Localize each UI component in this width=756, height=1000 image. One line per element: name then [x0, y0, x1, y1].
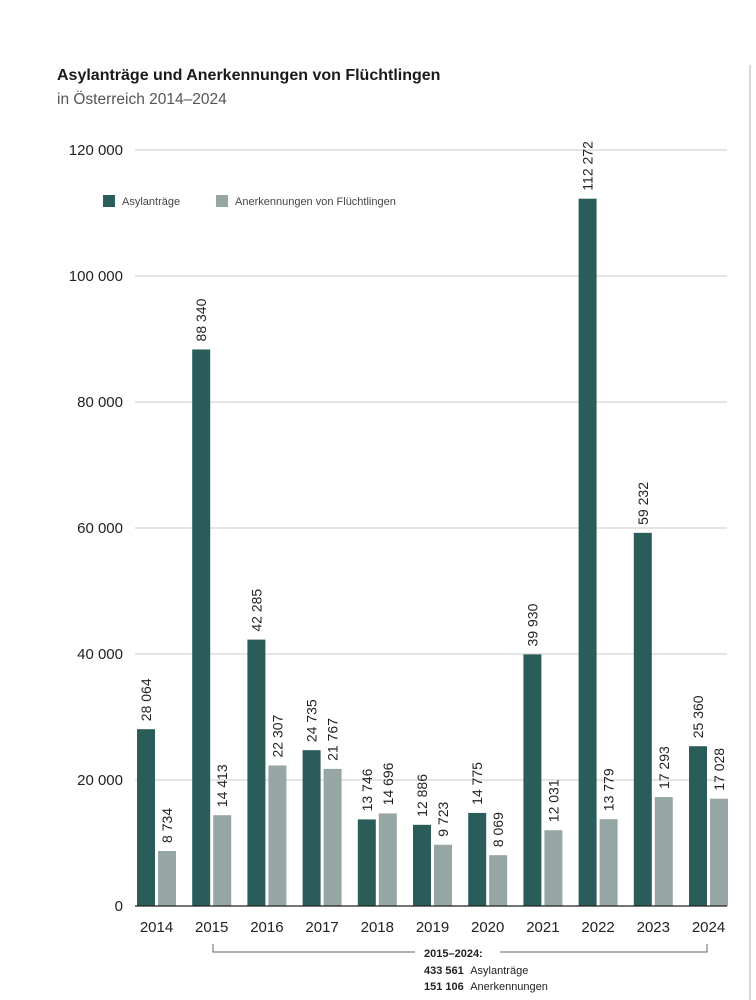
y-axis-ticks: 0 20 000 40 000 60 000 80 000 100 000 120 000 [69, 142, 123, 915]
data-label-asylantraege-2014: 28 064 [138, 678, 154, 721]
period-annotation: 2015–2024: 433 561 Asylanträge 151 106 A… [212, 944, 708, 993]
legend-label-anerkennungen: Anerkennungen von Flüchtlingen [235, 196, 396, 208]
x-tick-label-2015: 2015 [195, 919, 228, 936]
x-tick-label-2023: 2023 [637, 919, 670, 936]
gridlines [135, 149, 727, 781]
bars [137, 198, 728, 906]
period-bracket [212, 944, 708, 953]
bar-anerkennungen-2017 [323, 768, 342, 906]
bar-asylantraege-2020 [468, 812, 487, 906]
bar-asylantraege-2019 [413, 824, 431, 906]
total-anerkennungen-value: 151 106 [424, 981, 464, 993]
x-tick-label-2017: 2017 [305, 919, 338, 936]
data-label-anerkennungen-2015: 14 413 [214, 764, 230, 807]
data-label-asylantraege-2021: 39 930 [524, 603, 540, 646]
bar-asylantraege-2015 [192, 349, 211, 906]
x-axis-ticks: 2014 2015 2016 2017 2018 2019 2020 2021 2022 2023… [140, 919, 725, 936]
bar-anerkennungen-2015 [213, 815, 232, 906]
data-label-anerkennungen-2019: 9 723 [435, 801, 451, 836]
total-asylantraege-value: 433 561 [424, 965, 464, 977]
y-tick-label: 120 000 [69, 142, 123, 159]
y-tick-label: 20 000 [77, 772, 123, 789]
data-label-anerkennungen-2023: 17 293 [656, 746, 672, 789]
legend-swatch-asylantraege [103, 195, 115, 207]
data-label-anerkennungen-2024: 17 028 [711, 748, 727, 791]
x-tick-label-2021: 2021 [526, 919, 559, 936]
total-anerkennungen-text: Anerkennungen [470, 981, 548, 993]
bar-anerkennungen-2022 [599, 819, 618, 906]
bar-anerkennungen-2014 [158, 850, 176, 906]
bar-asylantraege-2022 [578, 198, 597, 906]
bar-asylantraege-2023 [633, 532, 652, 906]
legend-swatch-anerkennungen [216, 195, 228, 207]
data-label-asylantraege-2016: 42 285 [248, 589, 264, 632]
bar-anerkennungen-2020 [489, 855, 508, 906]
x-tick-label-2022: 2022 [581, 919, 614, 936]
data-label-anerkennungen-2017: 21 767 [325, 718, 341, 761]
bar-asylantraege-2017 [302, 750, 321, 906]
bar-asylantraege-2016 [247, 639, 266, 906]
data-label-asylantraege-2017: 24 735 [304, 699, 320, 742]
legend: Asylanträge Anerkennungen von Flüchtling… [103, 195, 396, 208]
y-tick-label: 0 [115, 898, 123, 915]
total-anerkennungen: 151 106 Anerkennungen [424, 981, 548, 993]
bar-anerkennungen-2023 [654, 797, 673, 906]
data-label-asylantraege-2019: 12 886 [414, 774, 430, 817]
bar-asylantraege-2024 [689, 746, 707, 906]
chart-subtitle: in Österreich 2014–2024 [57, 90, 227, 108]
y-tick-label: 80 000 [77, 394, 123, 411]
data-label-anerkennungen-2022: 13 779 [601, 768, 617, 811]
total-asylantraege-text: Asylanträge [470, 965, 528, 977]
data-label-anerkennungen-2018: 14 696 [380, 762, 396, 805]
data-label-anerkennungen-2016: 22 307 [269, 714, 285, 757]
x-tick-label-2014: 2014 [140, 919, 173, 936]
data-label-asylantraege-2022: 112 272 [580, 141, 596, 191]
bar-asylantraege-2021 [523, 654, 542, 906]
x-tick-label-2019: 2019 [416, 919, 449, 936]
bar-anerkennungen-2019 [434, 844, 452, 906]
data-label-anerkennungen-2014: 8 734 [159, 808, 175, 843]
data-label-asylantraege-2015: 88 340 [193, 298, 209, 341]
y-tick-label: 40 000 [77, 646, 123, 663]
y-tick-label: 100 000 [69, 268, 123, 285]
y-tick-label: 60 000 [77, 520, 123, 537]
data-label-anerkennungen-2021: 12 031 [545, 779, 561, 822]
bar-anerkennungen-2024 [710, 798, 728, 906]
x-tick-label-2018: 2018 [361, 919, 394, 936]
data-label-anerkennungen-2020: 8 069 [490, 812, 506, 847]
data-labels: 28 064 8 734 88 340 14 413 42 285 22 307 24 73… [138, 141, 727, 847]
chart-title: Asylanträge und Anerkennungen von Flücht… [57, 67, 440, 84]
bar-asylantraege-2014 [137, 729, 155, 906]
bar-anerkennungen-2016 [268, 765, 287, 906]
bar-anerkennungen-2018 [378, 813, 397, 906]
x-tick-label-2020: 2020 [471, 919, 504, 936]
x-tick-label-2024: 2024 [692, 919, 725, 936]
x-tick-label-2016: 2016 [250, 919, 283, 936]
bar-asylantraege-2018 [357, 819, 376, 906]
data-label-asylantraege-2018: 13 746 [359, 768, 375, 811]
data-label-asylantraege-2024: 25 360 [690, 695, 706, 738]
legend-label-asylantraege: Asylanträge [122, 196, 180, 208]
data-label-asylantraege-2020: 14 775 [469, 762, 485, 805]
data-label-asylantraege-2023: 59 232 [635, 482, 651, 525]
bar-anerkennungen-2021 [544, 830, 563, 906]
total-asylantraege: 433 561 Asylanträge [424, 965, 528, 977]
period-label: 2015–2024: [424, 948, 483, 960]
